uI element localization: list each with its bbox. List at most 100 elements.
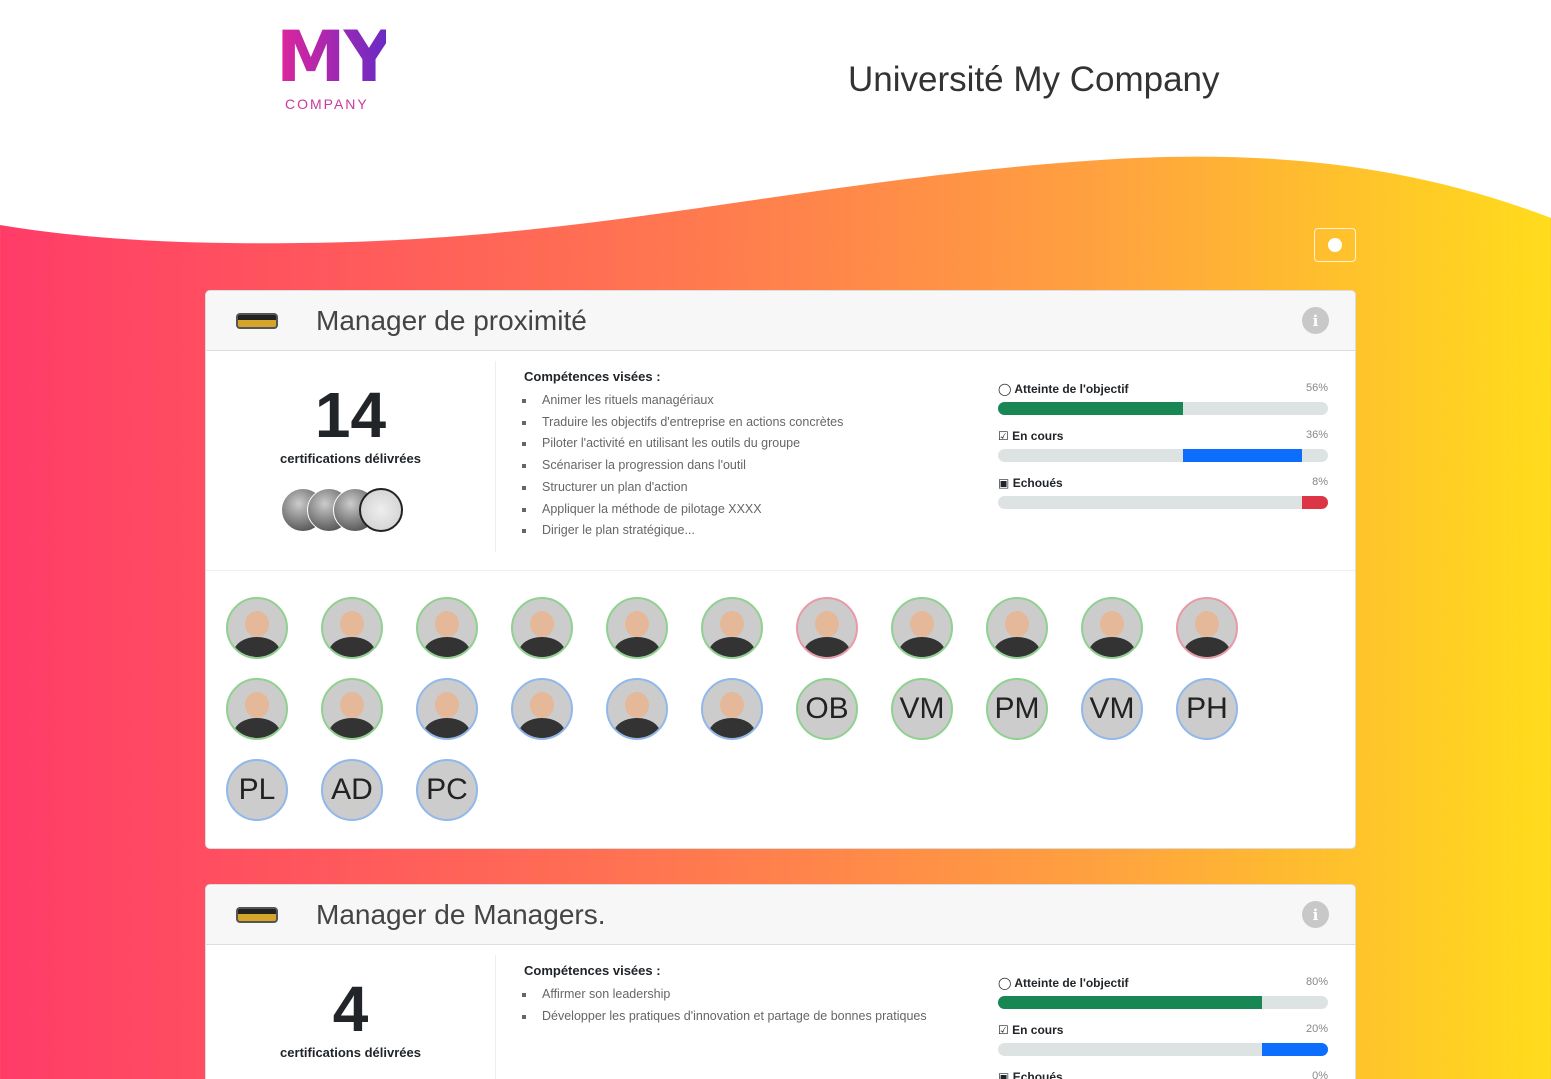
participant-avatar[interactable] <box>226 597 288 659</box>
progress-fill <box>998 996 1262 1009</box>
avatar-initials: VM <box>899 692 945 725</box>
participant-avatar[interactable] <box>416 597 478 659</box>
header-wave <box>0 0 1551 244</box>
progress-bar <box>998 496 1328 509</box>
stat-2: ▣ Echoués 8% <box>998 476 1328 509</box>
avatar-initials: PM <box>994 692 1040 725</box>
avatar-initials: PH <box>1186 692 1228 725</box>
site-title: Université My Company <box>848 60 1220 99</box>
certification-summary: 4 certifications délivrées <box>206 955 496 1079</box>
stat-value: 56% <box>1305 382 1328 394</box>
skills-title: Compétences visées : <box>524 963 661 978</box>
skill-item: Diriger le plan stratégique... <box>536 520 976 542</box>
x-square-icon: ▣ <box>998 476 1010 490</box>
participant-avatar[interactable] <box>606 678 668 740</box>
stats-panel: ◯ Atteinte de l'objectif 80% ☑ En cours 20… <box>998 945 1328 1079</box>
participant-avatar[interactable] <box>416 678 478 740</box>
card-header: Manager de Managers. i <box>206 885 1355 945</box>
certification-count: 14 <box>314 379 387 451</box>
info-icon[interactable]: i <box>1302 307 1329 334</box>
user-icon <box>1328 238 1342 252</box>
x-square-icon: ▣ <box>998 1070 1010 1079</box>
stat-value: 36% <box>1305 429 1328 441</box>
progress-bar <box>998 996 1328 1009</box>
participant-avatar[interactable]: PM <box>986 678 1048 740</box>
skill-item: Appliquer la méthode de pilotage XXXX <box>536 499 976 521</box>
participant-avatar[interactable] <box>891 597 953 659</box>
progress-fill <box>1301 496 1328 509</box>
certified-avatars[interactable] <box>206 488 495 532</box>
participant-avatar[interactable] <box>1081 597 1143 659</box>
avatar-initials: VM <box>1089 692 1135 725</box>
participant-avatar[interactable] <box>606 597 668 659</box>
skills-list: Affirmer son leadershipDévelopper les pr… <box>524 984 976 1027</box>
stat-label: Atteinte de l'objectif <box>1014 382 1129 396</box>
check-square-icon: ☑ <box>998 429 1009 443</box>
crosshair-icon: ◯ <box>998 382 1012 396</box>
card-body: 4 certifications délivrées Compétences vi… <box>206 945 1355 1079</box>
skill-item: Structurer un plan d'action <box>536 477 976 499</box>
progress-fill <box>1182 449 1302 462</box>
skill-item: Affirmer son leadership <box>536 984 976 1006</box>
check-square-icon: ☑ <box>998 1023 1009 1037</box>
certification-badge-icon <box>236 906 278 923</box>
participant-avatar[interactable] <box>1176 597 1238 659</box>
progress-fill <box>998 402 1183 415</box>
participant-avatar[interactable] <box>511 678 573 740</box>
user-account-button[interactable] <box>1314 228 1356 262</box>
avatar-initials: PL <box>238 773 276 806</box>
skills-list: Animer les rituels managériauxTraduire l… <box>524 390 976 542</box>
stat-label: Echoués <box>1012 1070 1063 1079</box>
participant-avatar[interactable]: AD <box>321 759 383 821</box>
certification-count: 4 <box>332 973 369 1045</box>
avatar-initials: AD <box>331 773 373 806</box>
skill-item: Développer les pratiques d'innovation et… <box>536 1006 976 1028</box>
stat-value: 80% <box>1305 976 1328 988</box>
participant-avatar[interactable]: OB <box>796 678 858 740</box>
certification-card: Manager de Managers. i 4 certifications dé… <box>205 884 1356 1079</box>
skills-panel: Compétences visées : Animer les rituels m… <box>496 351 976 570</box>
stats-panel: ◯ Atteinte de l'objectif 56% ☑ En cours 36… <box>998 351 1328 570</box>
participant-avatar[interactable]: VM <box>1081 678 1143 740</box>
skill-item: Scénariser la progression dans l'outil <box>536 455 976 477</box>
certification-label: certifications délivrées <box>280 451 421 466</box>
skill-item: Piloter l'activité en utilisant les outi… <box>536 433 976 455</box>
participant-avatar[interactable] <box>701 678 763 740</box>
progress-bar <box>998 402 1328 415</box>
progress-bar <box>998 1043 1328 1056</box>
skills-panel: Compétences visées : Affirmer son leaders… <box>496 945 976 1079</box>
info-icon[interactable]: i <box>1302 901 1329 928</box>
participant-avatar[interactable]: VM <box>891 678 953 740</box>
participant-avatar[interactable]: PH <box>1176 678 1238 740</box>
logo-text: MY <box>276 16 394 98</box>
participant-avatar[interactable] <box>511 597 573 659</box>
participant-avatar[interactable] <box>701 597 763 659</box>
stat-0: ◯ Atteinte de l'objectif 80% <box>998 976 1328 1009</box>
progress-fill <box>1262 1043 1328 1056</box>
card-body: 14 certifications délivrées Compétences v… <box>206 351 1355 571</box>
avatar-initials: PC <box>426 773 468 806</box>
participant-avatar[interactable] <box>986 597 1048 659</box>
certification-label: certifications délivrées <box>280 1045 421 1060</box>
participant-avatar[interactable] <box>321 678 383 740</box>
participant-avatar[interactable] <box>321 597 383 659</box>
certification-badge-icon <box>236 312 278 329</box>
skill-item: Traduire les objectifs d'entreprise en a… <box>536 412 976 434</box>
participant-avatar[interactable] <box>226 678 288 740</box>
skills-title: Compétences visées : <box>524 369 661 384</box>
stat-2: ▣ Echoués 0% <box>998 1070 1328 1079</box>
certification-summary: 14 certifications délivrées <box>206 361 496 552</box>
stat-value: 0% <box>1312 1070 1328 1079</box>
company-logo[interactable]: MY COMPANY <box>276 16 394 117</box>
crosshair-icon: ◯ <box>998 976 1012 990</box>
stat-value: 8% <box>1312 476 1328 488</box>
card-header: Manager de proximité i <box>206 291 1355 351</box>
participant-avatar[interactable]: PL <box>226 759 288 821</box>
participant-avatar[interactable] <box>796 597 858 659</box>
participants-grid: OB VM PM VM PH PL AD PC <box>206 571 1355 848</box>
card-title: Manager de Managers. <box>316 898 606 930</box>
stat-label: En cours <box>1012 429 1064 443</box>
stat-1: ☑ En cours 20% <box>998 1023 1328 1056</box>
participant-avatar[interactable]: PC <box>416 759 478 821</box>
progress-bar <box>998 449 1328 462</box>
